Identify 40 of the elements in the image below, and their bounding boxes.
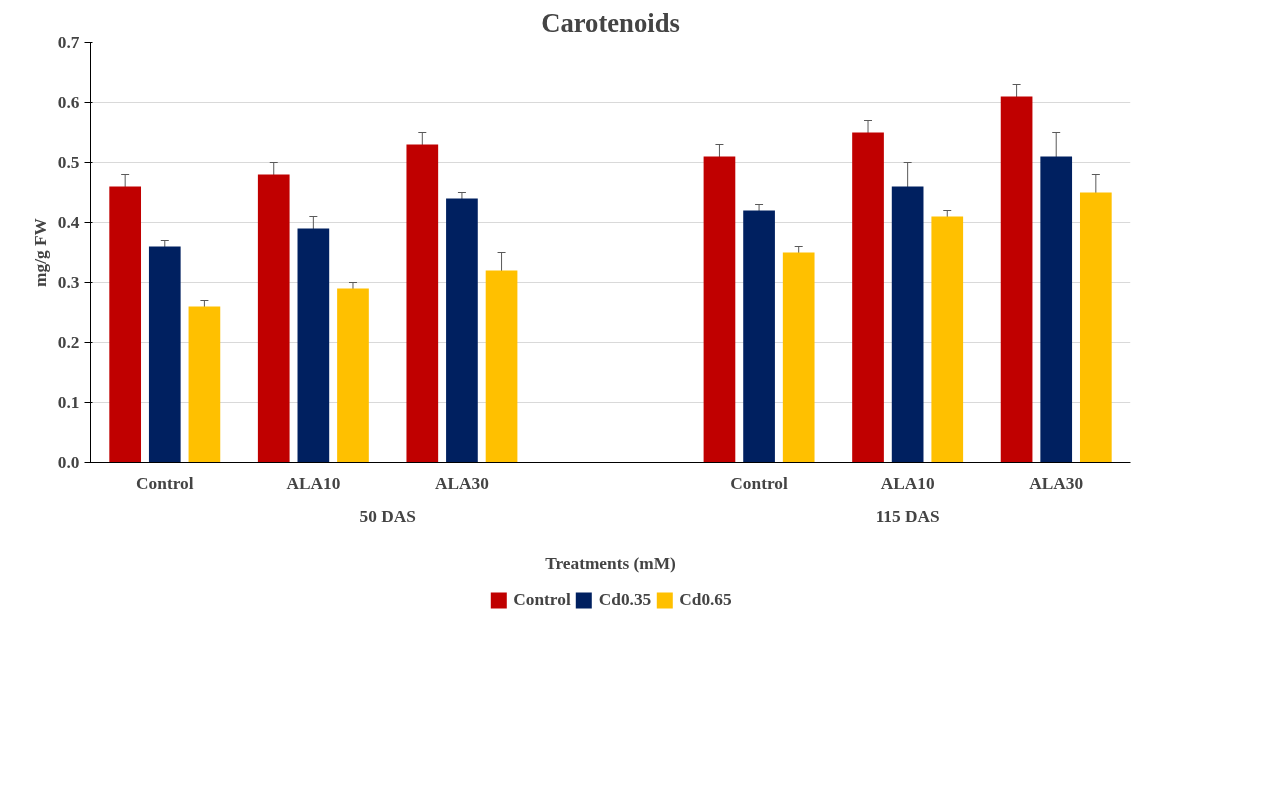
bar — [337, 288, 369, 463]
y-tick-label: 0.3 — [57, 273, 80, 292]
bar — [485, 270, 518, 463]
bar — [852, 132, 884, 463]
y-tick-label: 0.6 — [57, 93, 80, 112]
x-tick-label: ALA30 — [1029, 473, 1084, 493]
x-tick-label: ALA10 — [880, 473, 935, 493]
legend-label: Cd0.35 — [598, 590, 652, 610]
y-tick-label: 0.2 — [57, 333, 80, 352]
bar — [1079, 192, 1112, 463]
bar — [109, 186, 142, 463]
y-tick-label: 0.7 — [57, 33, 80, 52]
bar — [703, 156, 736, 463]
bar — [406, 144, 439, 463]
bar — [1040, 156, 1073, 463]
legend-label: Cd0.65 — [679, 590, 732, 610]
text: 50 DAS — [359, 506, 416, 526]
chart-title: Carotenoids — [541, 7, 680, 38]
bar — [188, 306, 221, 463]
bar — [1000, 96, 1033, 463]
y-tick-label: 0.0 — [57, 453, 80, 472]
y-tick-label: 0.4 — [57, 213, 80, 232]
bar — [257, 174, 290, 463]
x-tick-label: Control — [730, 473, 788, 493]
bar — [891, 186, 924, 463]
x-tick-label: ALA30 — [434, 473, 489, 493]
y-tick-label: 0.5 — [57, 153, 80, 172]
legend-label: Control — [513, 590, 571, 610]
y-axis-title: mg/g FW — [30, 217, 50, 287]
bar — [148, 246, 181, 463]
x-tick-label: Control — [136, 473, 194, 493]
bar — [446, 198, 478, 463]
bar — [931, 216, 964, 463]
x-tick-label: ALA10 — [286, 473, 341, 493]
text: 115 DAS — [875, 506, 940, 526]
y-tick-label: 0.1 — [57, 393, 80, 412]
bar — [782, 252, 815, 463]
bar — [297, 228, 330, 463]
x-axis-title: Treatments (mM) — [545, 553, 677, 573]
bar — [743, 210, 775, 463]
